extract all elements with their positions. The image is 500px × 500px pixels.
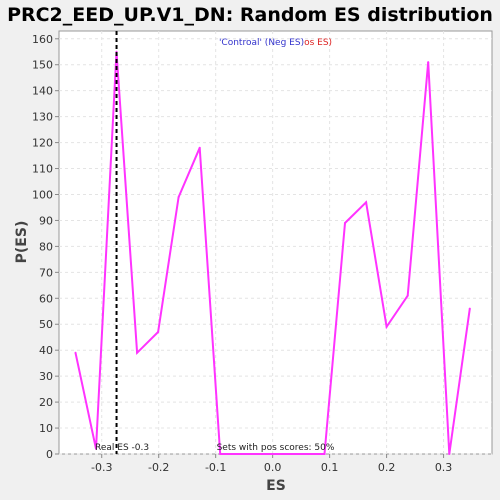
series-line bbox=[74, 51, 471, 455]
y-axis-ticks: 0 10 20 30 40 50 60 70 80 90 100 110 120 130 140 150 160 bbox=[32, 33, 59, 461]
data-point bbox=[157, 331, 160, 334]
y-tick-label: 80 bbox=[39, 240, 53, 253]
y-tick-label: 60 bbox=[39, 292, 53, 305]
y-tick-label: 160 bbox=[32, 33, 53, 46]
y-tick-label: 40 bbox=[39, 344, 53, 357]
y-tick-label: 130 bbox=[32, 111, 53, 124]
x-axis-label: ES bbox=[266, 478, 286, 494]
x-tick-label: -0.2 bbox=[148, 461, 169, 474]
data-point bbox=[281, 453, 284, 455]
y-tick-label: 0 bbox=[46, 448, 53, 461]
data-point bbox=[240, 453, 243, 455]
real-es-label: Real ES -0.3 bbox=[95, 443, 149, 453]
data-point bbox=[198, 146, 201, 149]
data-point bbox=[468, 307, 471, 310]
x-tick-label: -0.3 bbox=[91, 461, 112, 474]
data-point bbox=[219, 453, 222, 455]
x-tick-label: 0.1 bbox=[321, 461, 339, 474]
x-tick-label: 0.0 bbox=[264, 461, 282, 474]
y-tick-label: 100 bbox=[32, 188, 53, 201]
y-tick-label: 90 bbox=[39, 214, 53, 227]
x-tick-label: 0.3 bbox=[435, 461, 453, 474]
y-tick-label: 120 bbox=[32, 137, 53, 150]
series-group bbox=[74, 50, 471, 455]
legend-neg-entry: 'Controal' (Neg ES) bbox=[219, 38, 304, 48]
plot-area bbox=[58, 30, 493, 455]
pos-scores-annotation: Sets with pos scores: 50% bbox=[217, 443, 335, 453]
data-point bbox=[302, 453, 305, 455]
data-point bbox=[448, 453, 451, 455]
x-tick-label: -0.1 bbox=[205, 461, 226, 474]
y-axis-label: P(ES) bbox=[14, 221, 30, 264]
data-point bbox=[344, 222, 347, 225]
y-tick-label: 140 bbox=[32, 85, 53, 98]
y-tick-label: 30 bbox=[39, 370, 53, 383]
y-tick-label: 70 bbox=[39, 266, 53, 279]
data-point bbox=[260, 453, 263, 455]
y-tick-label: 150 bbox=[32, 59, 53, 72]
chart-title: PRC2_EED_UP.V1_DN: Random ES distributio… bbox=[7, 4, 493, 26]
data-point bbox=[385, 325, 388, 328]
x-tick-label: 0.2 bbox=[378, 461, 396, 474]
y-tick-label: 110 bbox=[32, 163, 53, 176]
data-point bbox=[365, 201, 368, 204]
legend-pos-entry: os ES) bbox=[304, 38, 332, 48]
legend: 'Controal' (Neg ES)os ES) bbox=[219, 38, 332, 48]
y-tick-label: 20 bbox=[39, 396, 53, 409]
data-point bbox=[177, 196, 180, 199]
data-point bbox=[136, 351, 139, 354]
data-point bbox=[95, 447, 98, 450]
data-point bbox=[427, 61, 430, 64]
data-point bbox=[406, 294, 409, 297]
y-tick-label: 50 bbox=[39, 318, 53, 331]
data-point bbox=[74, 351, 77, 354]
y-tick-label: 10 bbox=[39, 422, 53, 435]
data-point bbox=[323, 453, 326, 455]
